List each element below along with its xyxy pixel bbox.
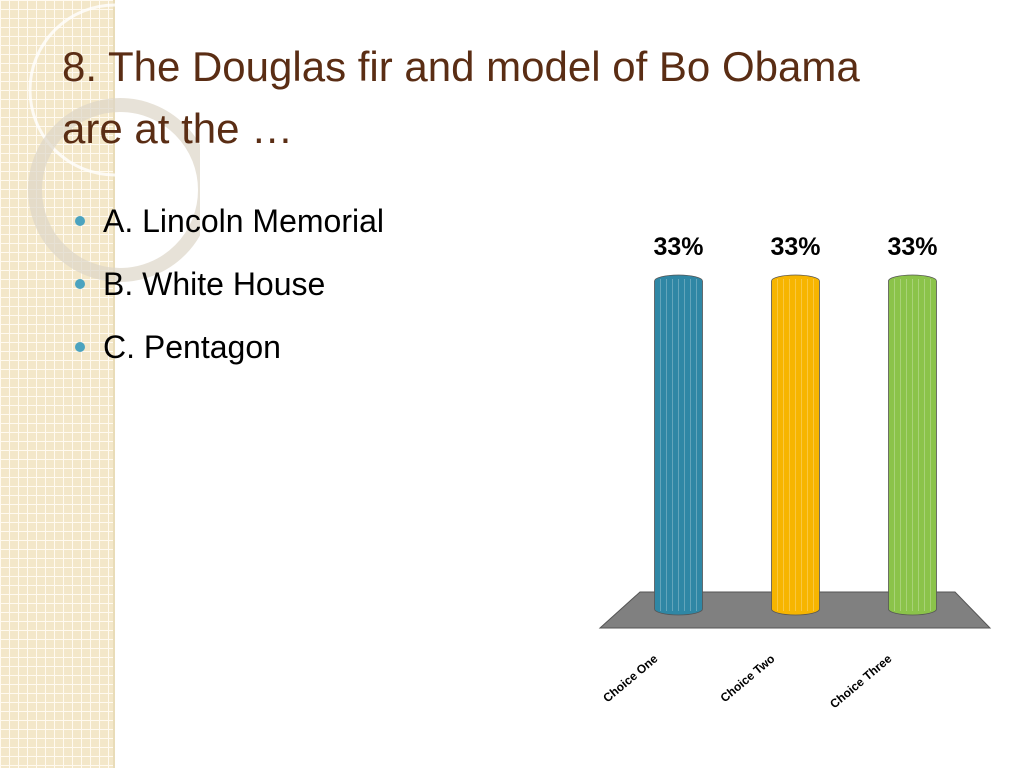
deco-circle [28,3,200,177]
deco-circle [28,98,200,282]
value-label: 33% [653,233,703,261]
x-tick-label: Choice Three [827,651,894,711]
bullet-list: A. Lincoln Memorial B. White House C. Pent… [75,190,384,379]
bullet-item: C. Pentagon [75,316,384,379]
value-label: 33% [887,233,937,261]
bar [888,274,937,616]
x-tick-label: Choice Two [718,652,778,705]
decoration [28,3,200,282]
bar [654,274,703,616]
x-tick-label: Choice One [600,651,660,705]
bar [771,274,820,616]
value-label: 33% [770,233,820,261]
slide-title: 8. The Douglas fir and model of Bo Obama… [62,43,860,152]
bullet-item: A. Lincoln Memorial [75,190,384,253]
bullet-item: B. White House [75,253,384,316]
